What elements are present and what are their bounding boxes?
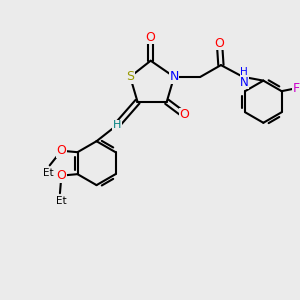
Text: H: H <box>241 67 248 76</box>
Text: H: H <box>113 120 121 130</box>
Text: O: O <box>56 169 66 182</box>
Text: N: N <box>169 70 179 83</box>
Text: O: O <box>146 31 156 44</box>
Text: F: F <box>293 82 300 95</box>
Text: O: O <box>56 144 66 157</box>
Text: O: O <box>214 37 224 50</box>
Text: O: O <box>179 108 189 122</box>
Text: N: N <box>240 76 249 88</box>
Text: Et: Et <box>43 168 53 178</box>
Text: Et: Et <box>56 196 67 206</box>
Text: S: S <box>126 70 134 83</box>
